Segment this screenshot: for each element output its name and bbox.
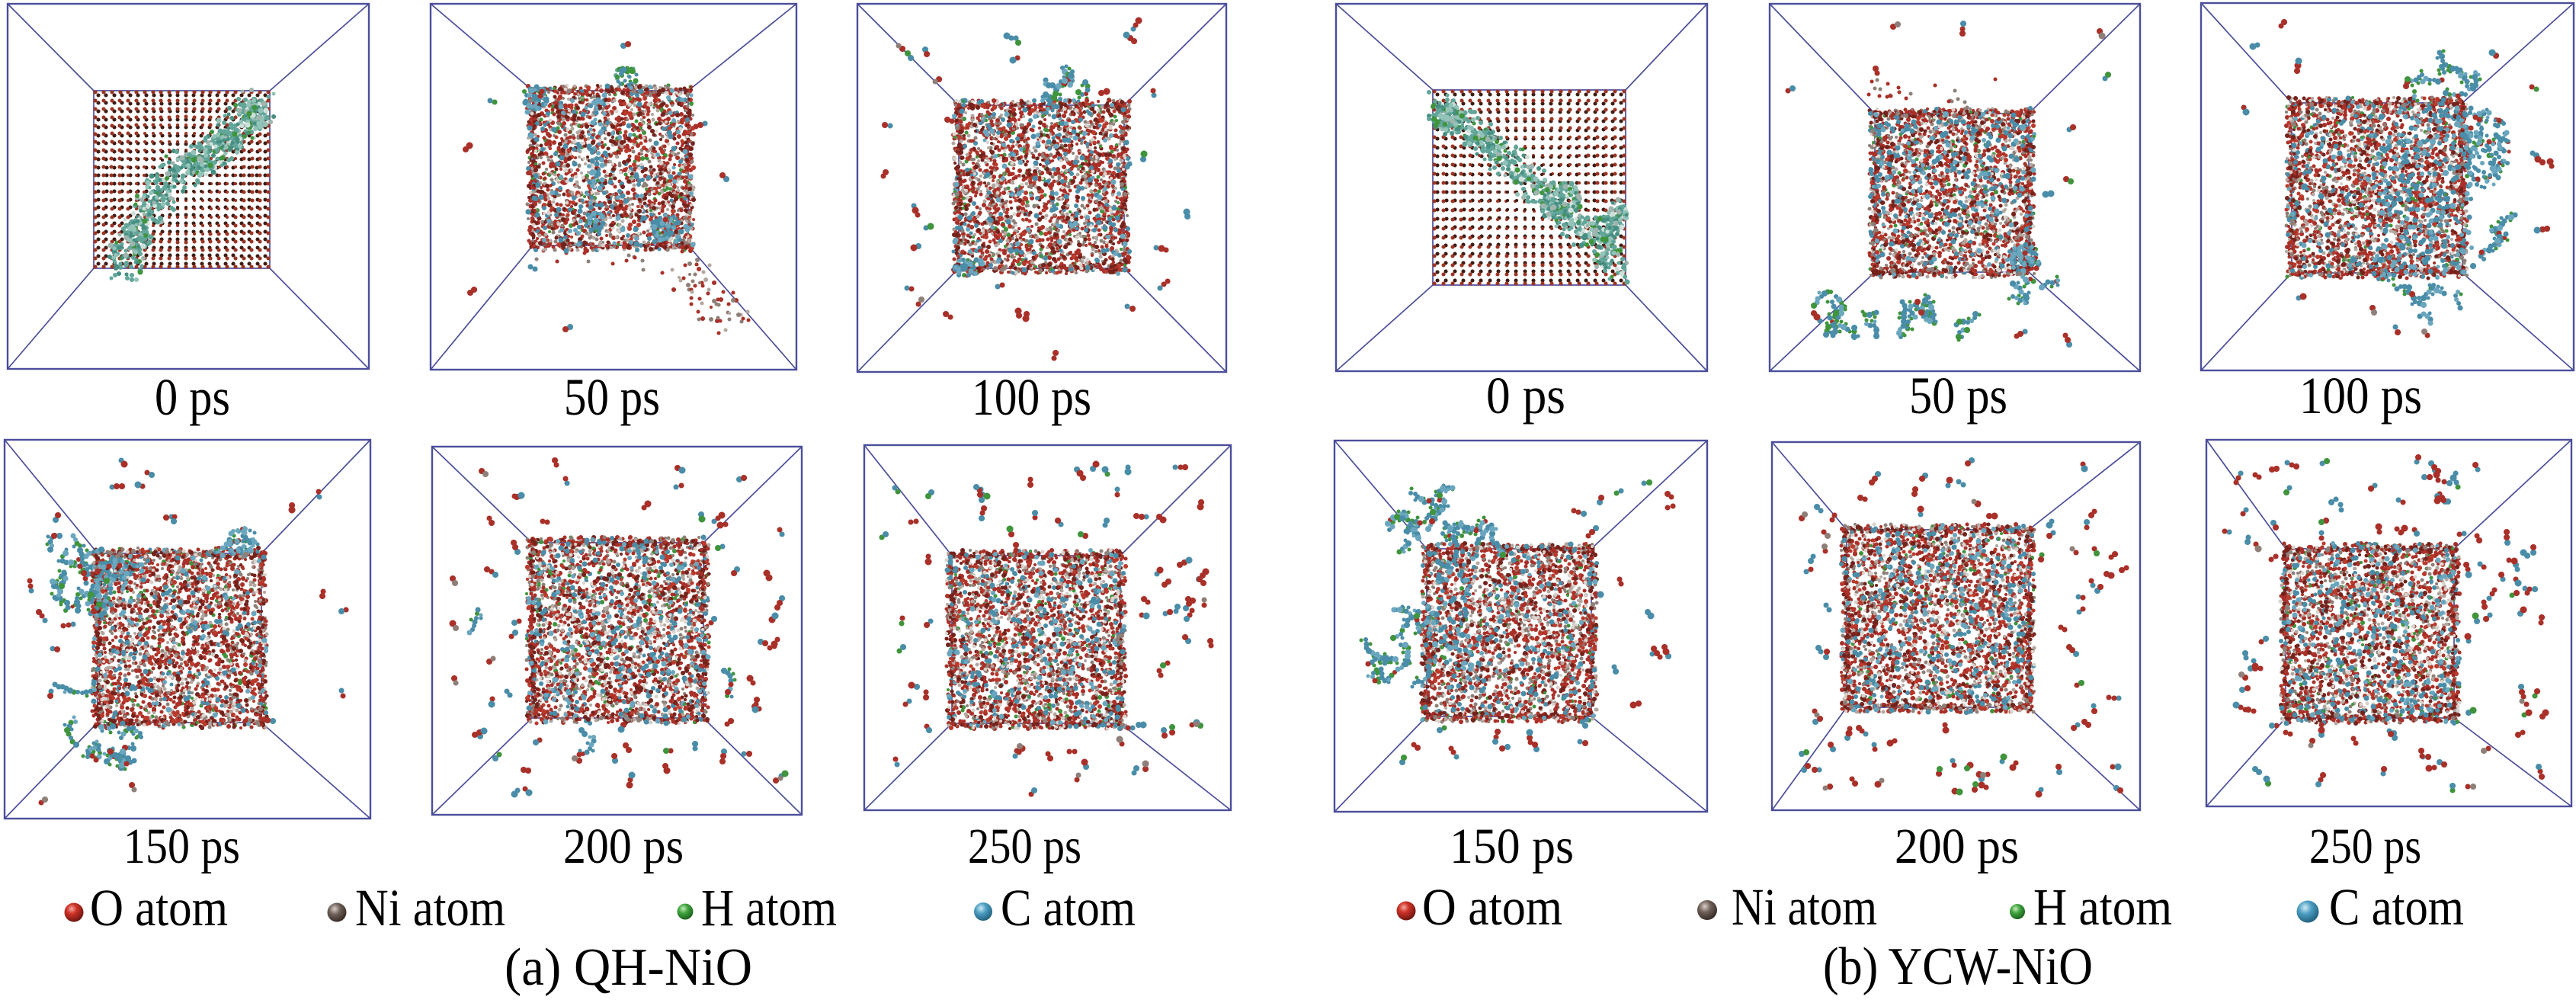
- svg-text:C atom: C atom: [1001, 879, 1136, 937]
- svg-text:Ni atom: Ni atom: [1732, 878, 1877, 936]
- svg-text:(a) QH-NiO: (a) QH-NiO: [505, 938, 752, 996]
- svg-text:150 ps: 150 ps: [123, 819, 240, 874]
- svg-text:O atom: O atom: [1422, 878, 1562, 936]
- svg-text:0 ps: 0 ps: [1486, 367, 1565, 425]
- svg-text:200 ps: 200 ps: [563, 819, 684, 874]
- svg-text:50 ps: 50 ps: [564, 368, 660, 426]
- svg-text:200 ps: 200 ps: [1895, 819, 2019, 874]
- svg-text:100 ps: 100 ps: [972, 368, 1091, 426]
- svg-text:150 ps: 150 ps: [1450, 819, 1574, 874]
- svg-text:250 ps: 250 ps: [2309, 819, 2421, 874]
- svg-text:H atom: H atom: [2033, 878, 2172, 936]
- svg-text:O atom: O atom: [90, 879, 228, 937]
- svg-text:250 ps: 250 ps: [968, 819, 1081, 874]
- svg-text:100 ps: 100 ps: [2299, 367, 2422, 425]
- svg-text:C atom: C atom: [2329, 878, 2464, 936]
- svg-text:Ni atom: Ni atom: [355, 879, 505, 937]
- svg-text:(b) YCW-NiO: (b) YCW-NiO: [1823, 938, 2093, 996]
- svg-text:50 ps: 50 ps: [1909, 367, 2007, 425]
- svg-text:0 ps: 0 ps: [155, 368, 230, 426]
- svg-text:H atom: H atom: [701, 879, 837, 937]
